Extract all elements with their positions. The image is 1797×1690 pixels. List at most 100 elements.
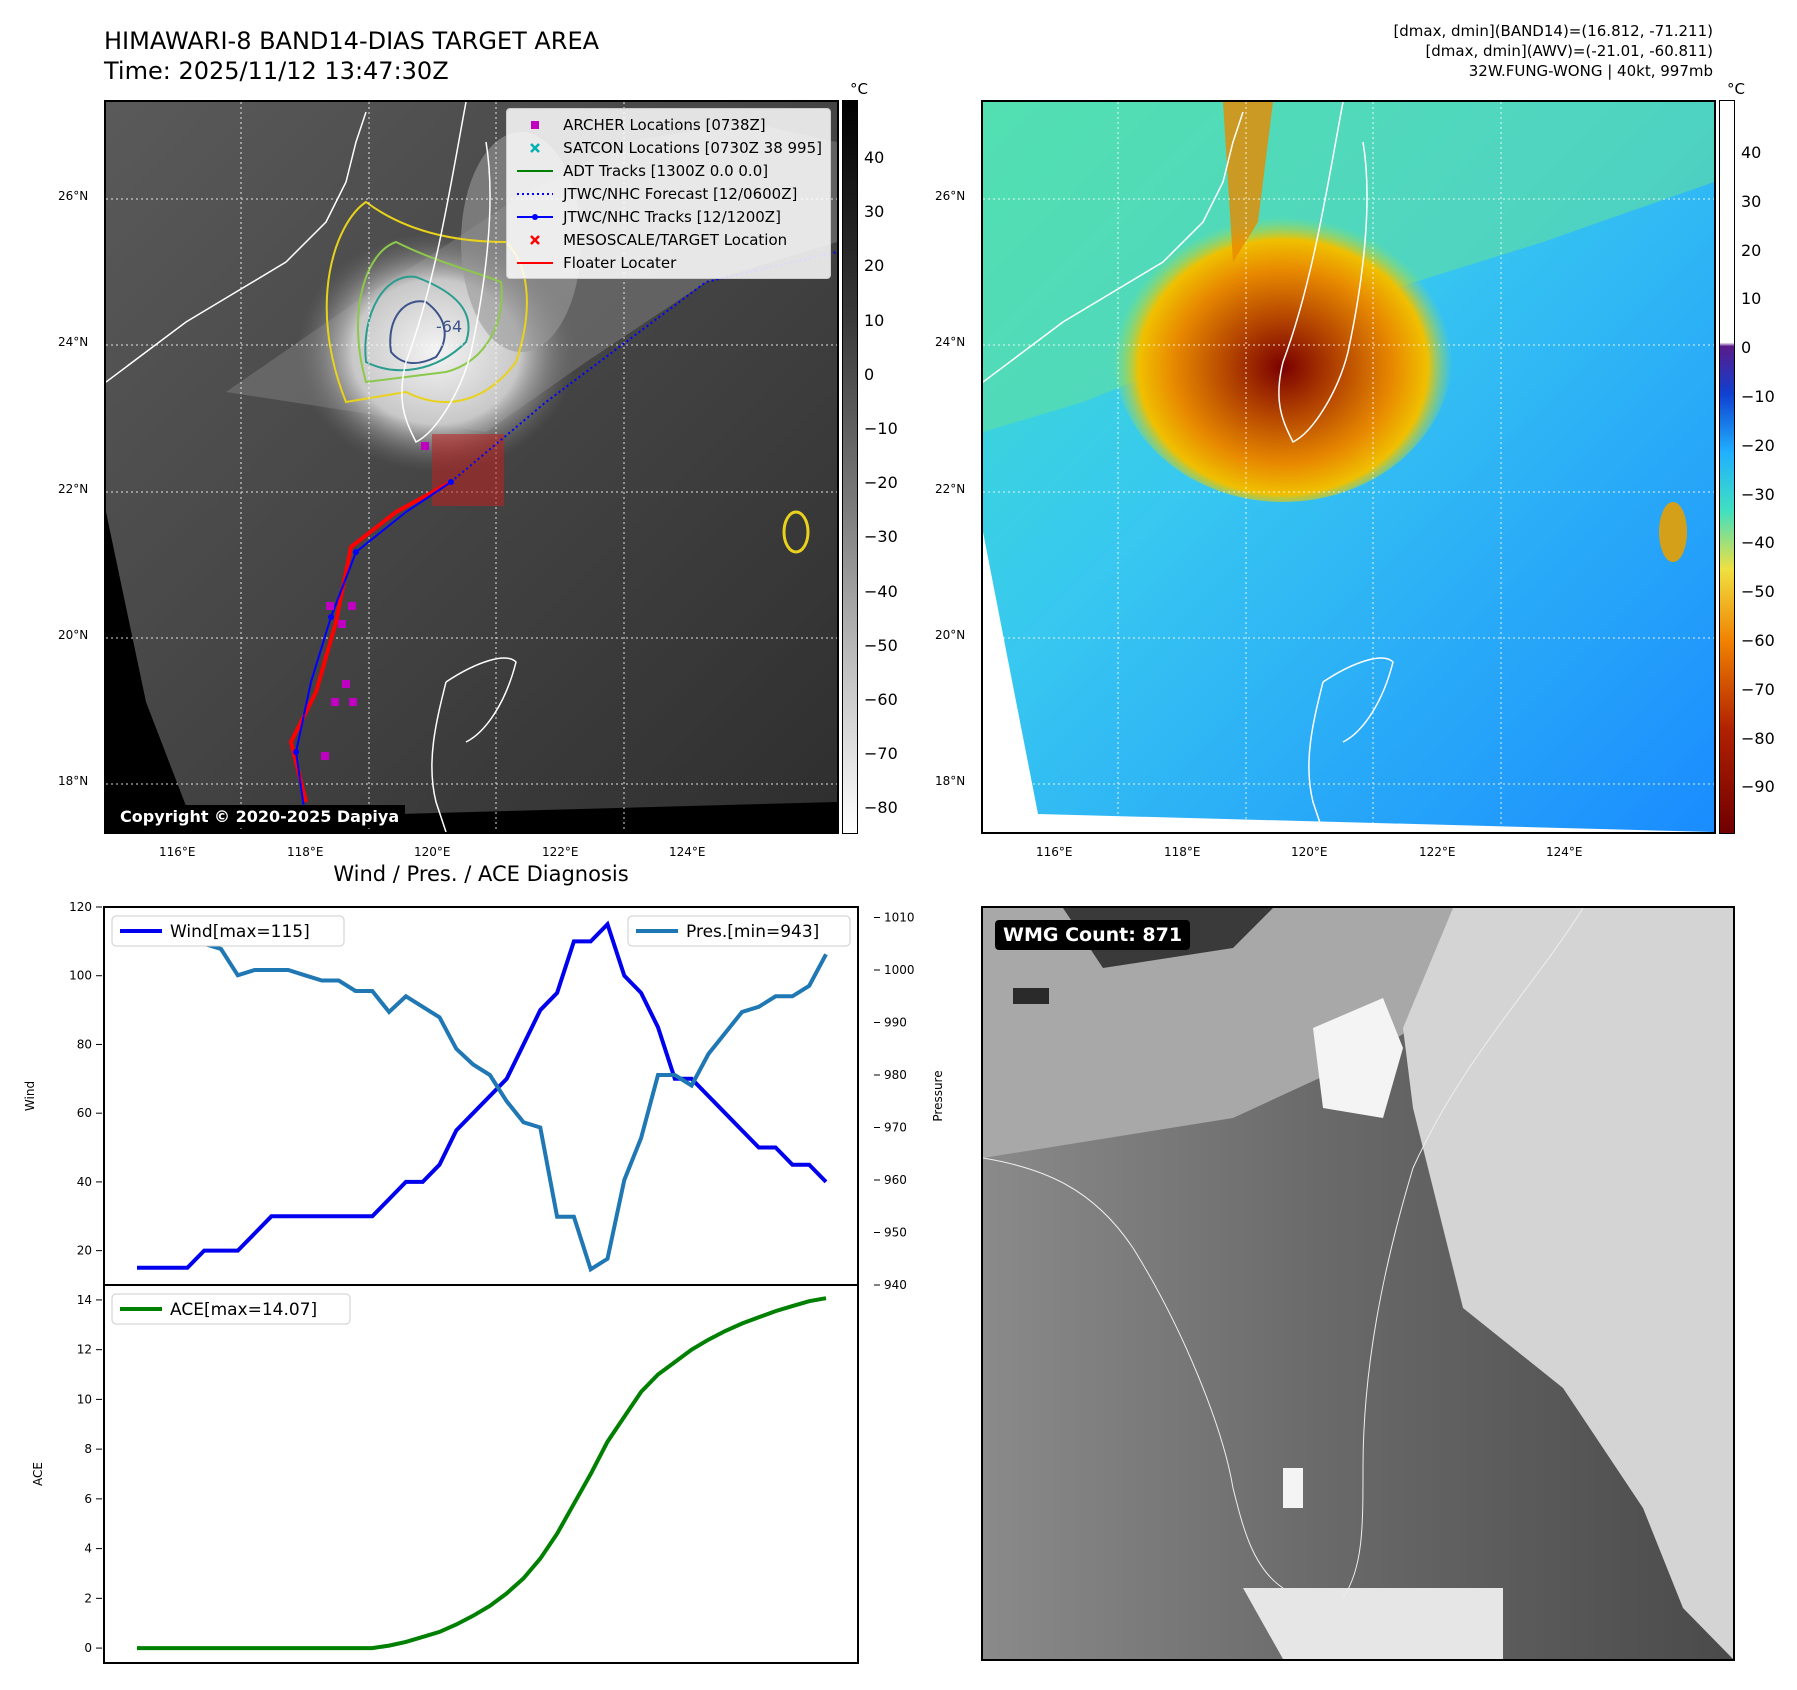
pressure-tick-label: 1010	[884, 911, 915, 925]
colorbar-tick-label: −60	[1741, 631, 1775, 650]
wmg-panel: WMG Count: 871	[981, 906, 1735, 1661]
lon-tick-label: 118°E	[1164, 845, 1201, 859]
wind-tick-label: 20	[77, 1244, 92, 1258]
colorbar-tick-label: −20	[864, 473, 898, 493]
legend-label: JTWC/NHC Forecast [12/0600Z]	[563, 184, 798, 203]
ir-map-panel: -64	[104, 100, 839, 834]
wind-tick-label: 80	[77, 1037, 92, 1051]
colorbar-tick-label: 40	[864, 148, 885, 167]
colorbar-tick-label: −30	[1741, 484, 1775, 504]
lon-tick-label: 116°E	[1036, 845, 1073, 859]
legend-symbol-icon	[515, 141, 555, 155]
colorbar-tick-label: 10	[1741, 289, 1762, 309]
lat-tick-label: 26°N	[58, 189, 89, 203]
ace-tick-label: 8	[84, 1442, 92, 1456]
ace-tick-label: 0	[84, 1641, 92, 1655]
contour-label: -64	[436, 317, 462, 336]
ace-tick-label: 4	[84, 1542, 92, 1556]
colorbar-tick-label: −50	[1741, 582, 1775, 602]
wind-legend-box	[111, 915, 345, 947]
legend-item-0: ARCHER Locations [0738Z]	[515, 113, 822, 136]
lat-tick-label: 18°N	[935, 774, 966, 788]
pressure-legend-box	[627, 915, 851, 947]
colorbar-tick-label: −10	[864, 419, 898, 438]
map-title-line1: HIMAWARI-8 BAND14-DIAS TARGET AREA	[104, 27, 600, 55]
legend-label: Floater Locater	[563, 253, 677, 272]
colorbar-tick-label: −70	[864, 744, 898, 764]
colorbar-tick-label: −20	[1741, 435, 1775, 455]
ace-tick-label: 2	[84, 1591, 92, 1605]
colorbar-tick-label: 20	[1741, 240, 1762, 260]
pressure-tick-label: 970	[884, 1121, 907, 1135]
info-line3: 32W.FUNG-WONG | 40kt, 997mb	[1468, 62, 1713, 80]
colorbar-tick-label: 30	[864, 202, 885, 222]
lat-tick-label: 22°N	[58, 482, 89, 496]
lon-tick-label: 124°E	[1546, 845, 1583, 859]
wind-tick-label: 120	[69, 900, 92, 914]
legend-label: ADT Tracks [1300Z 0.0 0.0]	[563, 161, 769, 180]
pressure-series-line	[135, 921, 828, 1273]
lat-tick-label: 18°N	[58, 774, 89, 788]
wind-tick-label: 60	[77, 1106, 92, 1120]
lon-tick-label: 124°E	[669, 845, 706, 859]
lon-tick-label: 122°E	[542, 845, 579, 859]
ace-tick-label: 10	[77, 1392, 92, 1406]
lon-tick-label: 122°E	[1419, 845, 1456, 859]
pressure-axis-label: Pressure	[931, 1070, 945, 1121]
color-map-svg	[983, 102, 1714, 832]
colorbar-tick-label: −40	[1741, 533, 1775, 553]
wind-pressure-axes-frame	[103, 906, 859, 1286]
diagnosis-title: Wind / Pres. / ACE Diagnosis	[333, 862, 629, 886]
lon-tick-label: 120°E	[414, 845, 451, 859]
legend-item-2: ADT Tracks [1300Z 0.0 0.0]	[515, 159, 822, 182]
map-title-line2: Time: 2025/11/12 13:47:30Z	[104, 57, 449, 85]
right-colorbar	[1719, 100, 1735, 834]
colorbar-tick-label: −10	[1741, 387, 1775, 406]
wind-axis-label: Wind	[23, 1081, 37, 1111]
ace-axis-label: ACE	[31, 1462, 45, 1486]
legend-label: JTWC/NHC Tracks [12/1200Z]	[563, 207, 781, 226]
ace-axes-frame	[103, 1284, 859, 1664]
copyright-label: Copyright © 2020-2025 Dapiya	[114, 805, 406, 828]
diagnosis-chart: 1201008060402010101000990980970960950940…	[23, 900, 945, 1664]
colorbar-tick-label: 40	[1741, 143, 1762, 162]
map-legend: ARCHER Locations [0738Z] SATCON Locations…	[506, 108, 831, 279]
colorbar-tick-label: −80	[1741, 728, 1775, 748]
legend-symbol-icon	[515, 187, 555, 201]
colorbar-tick-label: −50	[864, 635, 898, 655]
right-colorbar-unit: °C	[1727, 80, 1745, 98]
lon-tick-label: 118°E	[287, 845, 324, 859]
legend-label: MESOSCALE/TARGET Location	[563, 230, 788, 249]
pressure-tick-label: 950	[884, 1226, 907, 1240]
info-line1: [dmax, dmin](BAND14)=(16.812, -71.211)	[1393, 22, 1713, 40]
legend-item-5: MESOSCALE/TARGET Location	[515, 228, 822, 251]
left-colorbar	[842, 100, 858, 834]
wind-series-line	[137, 920, 828, 1270]
colorbar-tick-label: 0	[1741, 338, 1752, 358]
colorbar-tick-label: 10	[864, 310, 885, 330]
color-map-panel	[981, 100, 1716, 834]
lat-tick-label: 26°N	[935, 189, 966, 203]
pressure-tick-label: 1000	[884, 963, 915, 977]
ace-legend-label: ACE[max=14.07]	[170, 1300, 317, 1320]
wind-tick-label: 100	[69, 969, 92, 983]
ace-tick-label: 6	[84, 1492, 92, 1506]
legend-label: ARCHER Locations [0738Z]	[563, 115, 766, 134]
pressure-tick-label: 990	[884, 1016, 907, 1030]
lat-tick-label: 24°N	[935, 335, 966, 349]
pressure-tick-label: 980	[884, 1068, 907, 1082]
lat-tick-label: 22°N	[935, 482, 966, 496]
ace-legend-box	[111, 1293, 351, 1325]
lon-tick-label: 120°E	[1291, 845, 1328, 859]
legend-symbol-icon	[515, 210, 555, 224]
left-colorbar-unit: °C	[850, 80, 868, 98]
wmg-svg	[983, 908, 1733, 1659]
colorbar-tick-label: −90	[1741, 777, 1775, 797]
ace-tick-label: 14	[77, 1293, 92, 1307]
lat-tick-label: 24°N	[58, 335, 89, 349]
legend-label: SATCON Locations [0730Z 38 995]	[563, 138, 822, 157]
lon-tick-label: 116°E	[159, 845, 196, 859]
pressure-tick-label: 940	[884, 1278, 907, 1292]
colorbar-tick-label: 0	[864, 364, 875, 384]
colorbar-tick-label: −30	[864, 527, 898, 547]
